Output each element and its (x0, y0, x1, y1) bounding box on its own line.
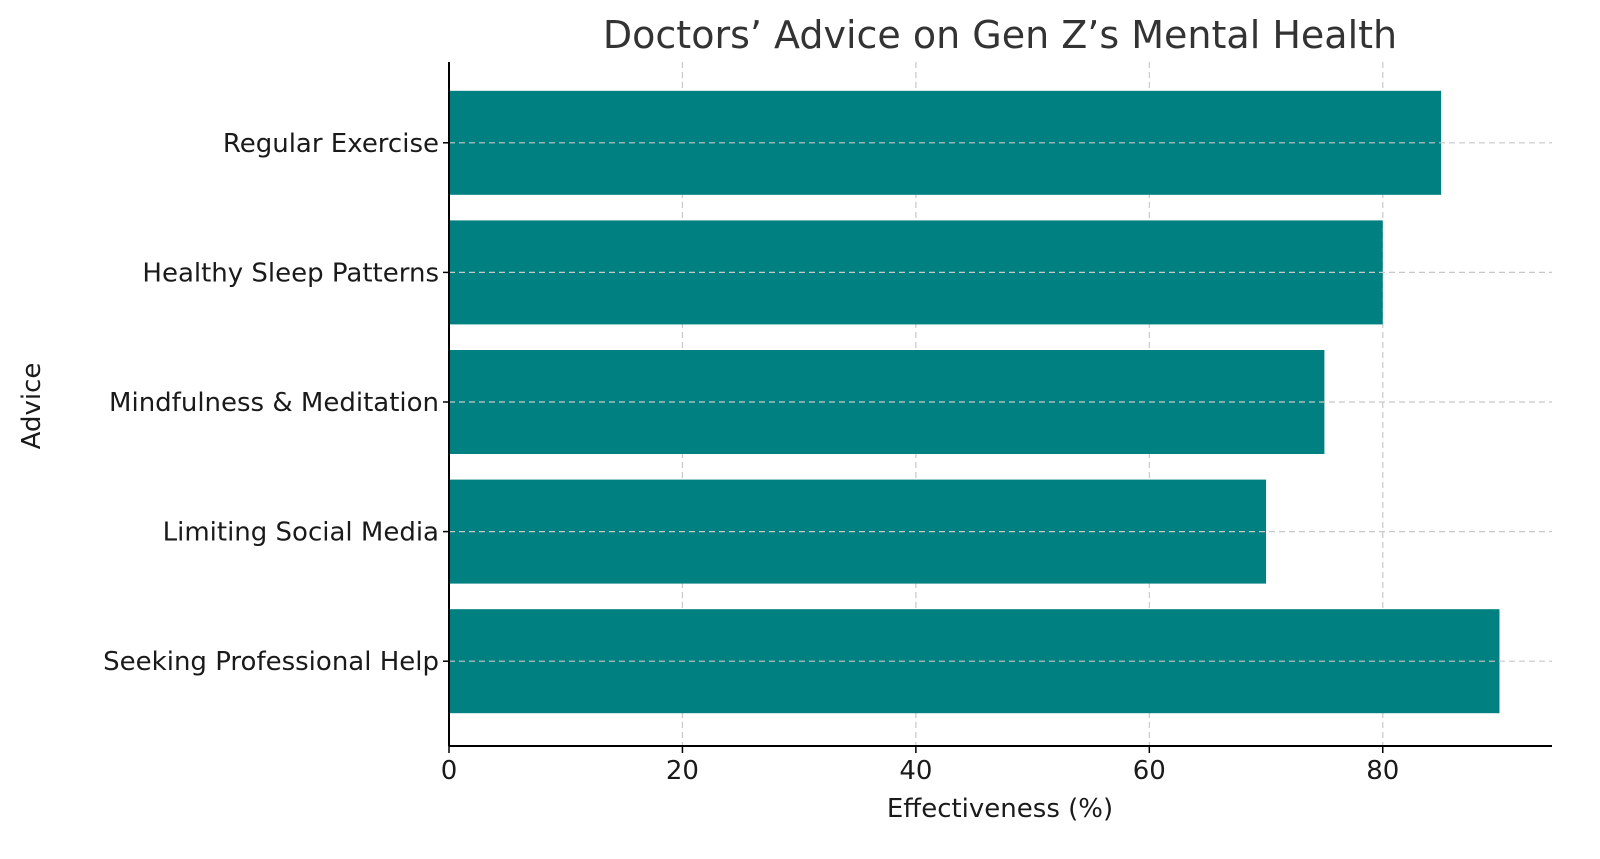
x-axis-label: Effectiveness (%) (887, 794, 1113, 824)
y-tick-label: Mindfulness & Meditation (109, 388, 439, 418)
x-tick-label: 60 (1133, 756, 1166, 786)
y-tick-label: Seeking Professional Help (103, 647, 439, 677)
y-tick-label: Healthy Sleep Patterns (142, 258, 439, 288)
axis-layer (448, 62, 1552, 747)
y-axis-label: Advice (17, 363, 47, 450)
y-tick-label: Limiting Social Media (163, 518, 439, 548)
horizontal-grid-layer (449, 142, 1552, 662)
x-tick-layer: 0 20 40 60 80 (441, 746, 1399, 786)
chart-title: Doctors’ Advice on Gen Z’s Mental Health (603, 13, 1397, 57)
x-tick-label: 0 (441, 756, 458, 786)
x-tick-label: 20 (666, 756, 699, 786)
x-tick-label: 40 (899, 756, 932, 786)
y-tick-layer: Regular Exercise Healthy Sleep Patterns Mi… (103, 129, 449, 677)
y-tick-label: Regular Exercise (223, 129, 439, 159)
x-tick-label: 80 (1366, 756, 1399, 786)
